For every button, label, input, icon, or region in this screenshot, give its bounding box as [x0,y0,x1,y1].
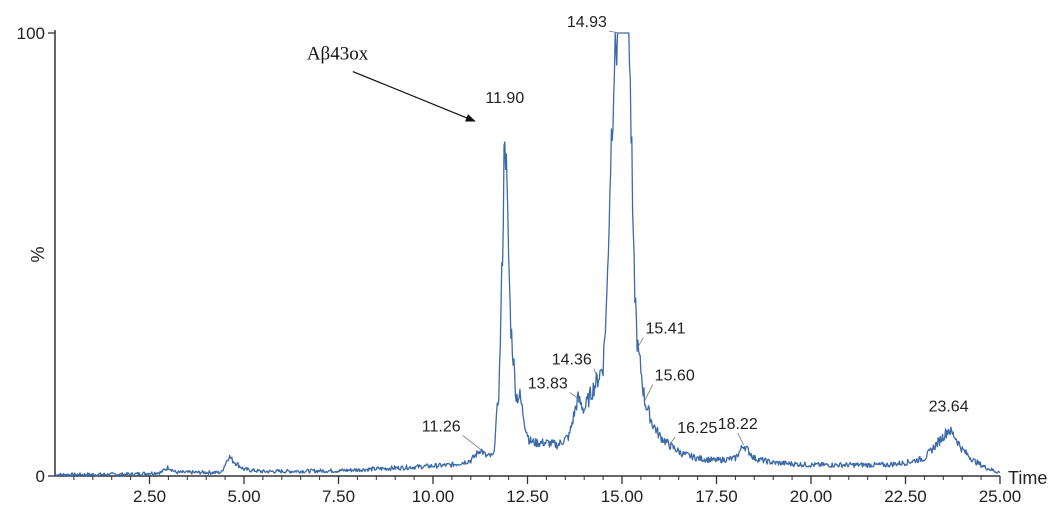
x-axis-title: Time [1008,468,1047,488]
peak-leader-line [462,435,481,450]
peak-label: 14.93 [567,14,607,31]
ticks-group: 2.50 5.00 7.50 10.00 12.50 15.00 17.50 20.00 22.… [17,24,1022,506]
x-tick-label: 20.00 [790,487,833,506]
chromatogram-trace [54,32,1001,477]
peak-label: 15.60 [655,368,695,385]
peak-leader-line [608,30,620,34]
y-axis-title: % [28,246,48,262]
peak-label: 15.41 [645,321,685,338]
peak-labels-group: 11.26 11.90 13.83 14.36 14.93 15.41 15.60 16.25… [422,14,969,450]
peak-leader-line [737,432,745,446]
annotation-label: Aβ43ox [307,44,369,65]
peak-label: 11.90 [485,90,524,107]
series-group [54,32,1001,477]
x-tick-label: 17.50 [695,487,738,506]
peak-leader-line [644,384,654,401]
x-tick-label: 25.00 [979,487,1022,506]
peak-label: 16.25 [677,420,717,437]
peak-label: 23.64 [929,398,969,415]
y-tick-label: 100 [17,24,45,43]
x-tick-label: 5.00 [227,487,260,506]
peak-leader-line [637,337,644,348]
axes-group: Time% [28,30,1047,488]
peak-leader-line [593,368,599,379]
peak-label: 11.26 [422,418,461,435]
annotations-group: Aβ43ox [307,44,476,122]
x-tick-label: 12.50 [506,487,549,506]
peak-leader-line [668,436,676,446]
peak-label: 18.22 [718,416,758,433]
annotation-arrow [352,71,476,122]
x-tick-label: 7.50 [322,487,355,506]
peak-leader-line [569,392,579,399]
peak-label: 14.36 [552,352,592,369]
x-tick-label: 15.00 [601,487,644,506]
x-tick-label: 2.50 [133,487,166,506]
y-tick-label: 0 [36,467,45,486]
x-tick-label: 22.50 [884,487,927,506]
x-tick-label: 10.00 [412,487,455,506]
peak-label: 13.83 [528,375,568,392]
